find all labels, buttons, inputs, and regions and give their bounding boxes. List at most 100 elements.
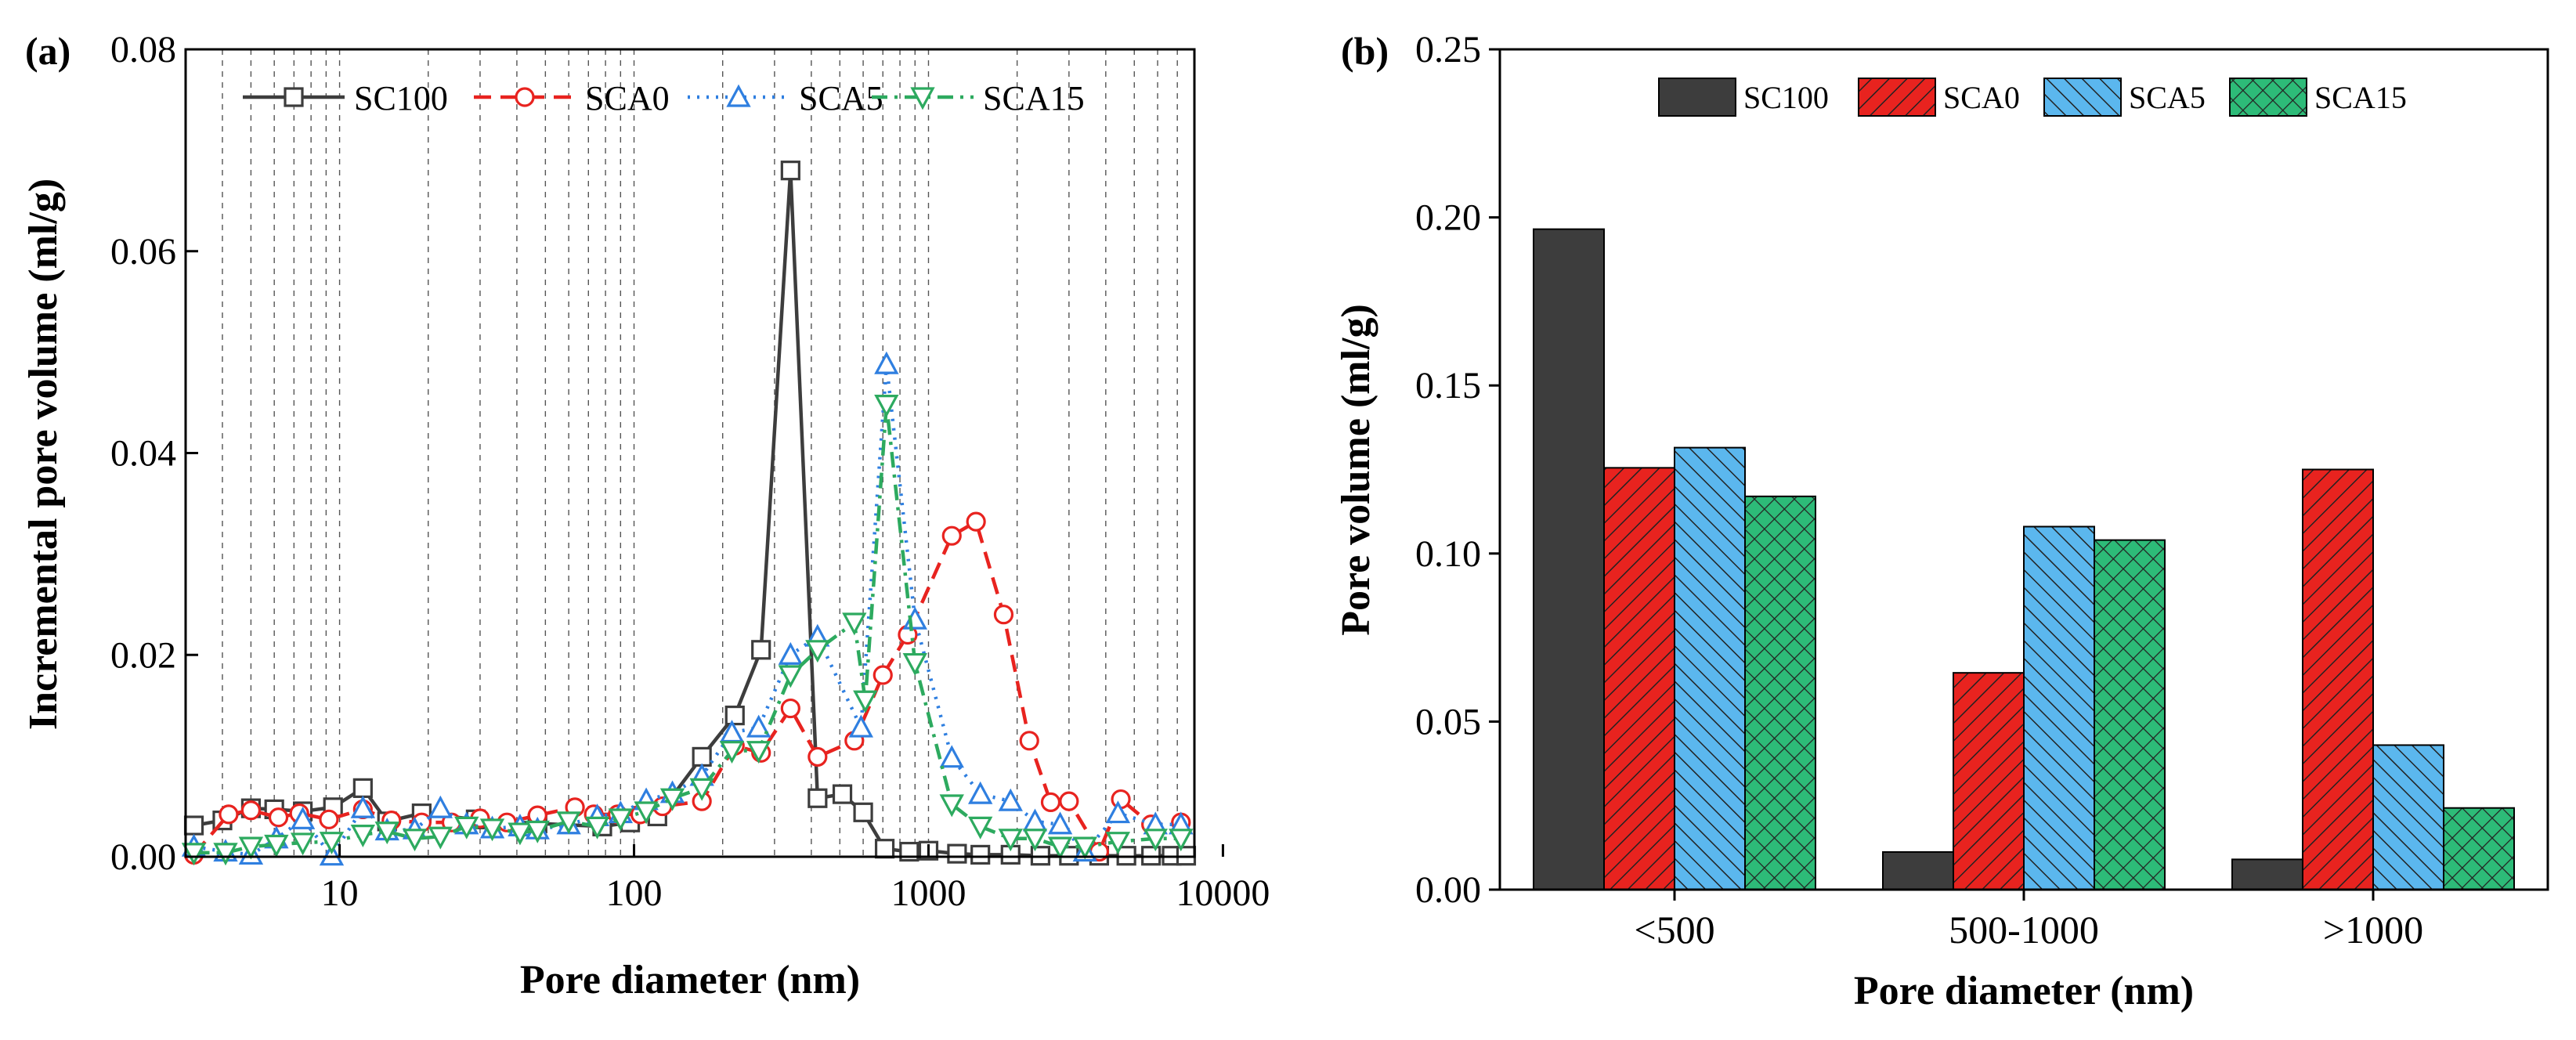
- bar-SCA15-2: [2443, 807, 2515, 890]
- y-tick-label-0: 0.00: [1415, 869, 1481, 911]
- point-SC100-19: [832, 784, 853, 804]
- y-tick-label-3: 0.06: [110, 231, 176, 273]
- point-SCA0-22: [807, 746, 828, 767]
- bar-SCA0-0: [1603, 467, 1675, 890]
- point-SC100-25: [970, 844, 991, 865]
- point-SCA15-14: [556, 811, 581, 835]
- point-SCA15-36: [1169, 829, 1194, 852]
- category-label-0: <500: [1634, 908, 1714, 952]
- point-SCA15-26: [874, 395, 899, 417]
- point-SCA15-21: [746, 741, 771, 764]
- legend-swatch-SC100: [1658, 78, 1736, 117]
- point-SCA5-26: [902, 606, 927, 630]
- point-SCA15-33: [1072, 836, 1097, 860]
- point-SCA15-30: [998, 829, 1023, 852]
- y-tick-label-1: 0.02: [110, 634, 176, 676]
- x-tick-label-0: 10: [321, 872, 359, 914]
- point-SCA15-0: [181, 843, 207, 866]
- panel-b-label: (b): [1341, 29, 1389, 73]
- series-line-SCA5: [193, 363, 1181, 859]
- point-SCA15-19: [689, 778, 714, 801]
- point-SCA5-5: [319, 843, 345, 866]
- point-SC100-24: [947, 843, 967, 864]
- point-SCA0-33: [1111, 789, 1131, 810]
- point-SCA15-6: [350, 825, 376, 848]
- panel-a-gridlines: [185, 49, 1195, 857]
- panel-a-x-axis-label: Pore diameter (nm): [520, 958, 860, 1002]
- point-SCA0-27: [966, 511, 986, 532]
- point-SCA0-30: [1040, 792, 1061, 813]
- bar-SCA5-2: [2372, 744, 2444, 890]
- series-SCA15: [181, 395, 1194, 866]
- point-SCA15-4: [290, 832, 316, 856]
- point-SC100-20: [853, 802, 873, 822]
- panel-b-bars: [1533, 228, 2515, 891]
- y-tick-label-2: 0.10: [1415, 533, 1481, 575]
- point-SCA0-28: [993, 605, 1014, 625]
- series-line-SCA0: [192, 518, 1181, 856]
- x-tick-label-3: 10000: [1176, 872, 1270, 914]
- series-SC100: [183, 161, 1197, 866]
- point-SCA15-7: [374, 822, 399, 845]
- y-tick-label-3: 0.15: [1415, 365, 1481, 406]
- point-SCA15-29: [967, 816, 993, 840]
- legend-label-SCA0: SCA0: [585, 79, 670, 117]
- point-SC100-17: [780, 161, 800, 181]
- point-SCA15-12: [508, 822, 533, 846]
- point-SCA15-23: [805, 640, 830, 663]
- point-SC100-21: [874, 839, 895, 859]
- panel-a-y-ticks: 0.00 0.02 0.04 0.06 0.08: [110, 29, 198, 878]
- point-SC100-16: [751, 640, 771, 660]
- category-label-1: 500-1000: [1949, 908, 2099, 952]
- point-SCA5-29: [998, 788, 1023, 811]
- y-tick-label-0: 0.00: [110, 836, 176, 878]
- bar-SC100-0: [1533, 228, 1605, 890]
- point-SCA15-13: [525, 820, 550, 843]
- panel-a-line-chart: (a) 10 100 1000 10000 0.000.020.040.060.08 …: [21, 29, 1270, 1002]
- bar-SC100-1: [1882, 850, 1954, 890]
- point-SCA15-28: [939, 794, 964, 818]
- legend-label-SCA0: SCA0: [1943, 80, 2020, 115]
- point-SC100-0: [183, 815, 204, 836]
- point-SCA5-27: [939, 745, 964, 768]
- x-tick-label-2: 1000: [891, 872, 966, 914]
- bar-SCA0-2: [2302, 468, 2374, 890]
- point-SCA15-25: [853, 690, 878, 713]
- category-label-2: >1000: [2323, 908, 2423, 952]
- y-tick-label-5: 0.25: [1415, 29, 1481, 70]
- point-SCA0-24: [873, 665, 893, 685]
- point-SCA15-32: [1047, 836, 1073, 860]
- point-SCA5-6: [350, 795, 376, 818]
- legend-label-SC100: SC100: [354, 79, 448, 117]
- panel-a-legend: SC100 SCA0 SCA5 SCA15: [243, 79, 1085, 117]
- bar-SCA5-0: [1674, 446, 1746, 890]
- point-SCA15-10: [454, 816, 479, 840]
- bar-SCA0-1: [1953, 672, 2025, 891]
- point-SCA0-26: [941, 525, 962, 546]
- point-SCA0-1: [219, 804, 239, 825]
- panel-b-y-axis-label: Pore volume (ml/g): [1334, 304, 1378, 636]
- point-SC100-14: [692, 746, 712, 767]
- point-SCA5-25: [874, 351, 899, 374]
- panel-b-bar-chart: (b) <500 500-1000 >1000 0.000.050.100.150.…: [1334, 29, 2549, 1013]
- point-SCA15-9: [428, 826, 453, 850]
- point-SCA0-31: [1059, 791, 1079, 811]
- bar-SCA15-0: [1744, 495, 1816, 890]
- y-tick-label-4: 0.08: [110, 29, 176, 70]
- legend-marker-SCA0: [515, 87, 535, 107]
- legend-swatch-SCA0: [1858, 78, 1936, 117]
- panel-a-y-axis-label: Incremental pore volume (ml/g): [21, 179, 66, 730]
- legend-swatch-SCA5: [2043, 78, 2122, 117]
- point-SCA0-29: [1019, 731, 1039, 751]
- panel-a-x-ticks: 10 100 1000 10000: [321, 844, 1270, 914]
- point-SCA15-5: [319, 832, 345, 855]
- series-line-SCA15: [193, 404, 1181, 855]
- point-SCA5-22: [778, 641, 804, 665]
- point-SC100-18: [807, 788, 828, 808]
- point-SCA15-15: [584, 816, 610, 840]
- point-SCA15-20: [719, 741, 745, 764]
- panel-a-plot-frame: [184, 48, 1196, 858]
- point-SCA15-27: [902, 652, 927, 676]
- legend-label-SCA15: SCA15: [2314, 80, 2407, 115]
